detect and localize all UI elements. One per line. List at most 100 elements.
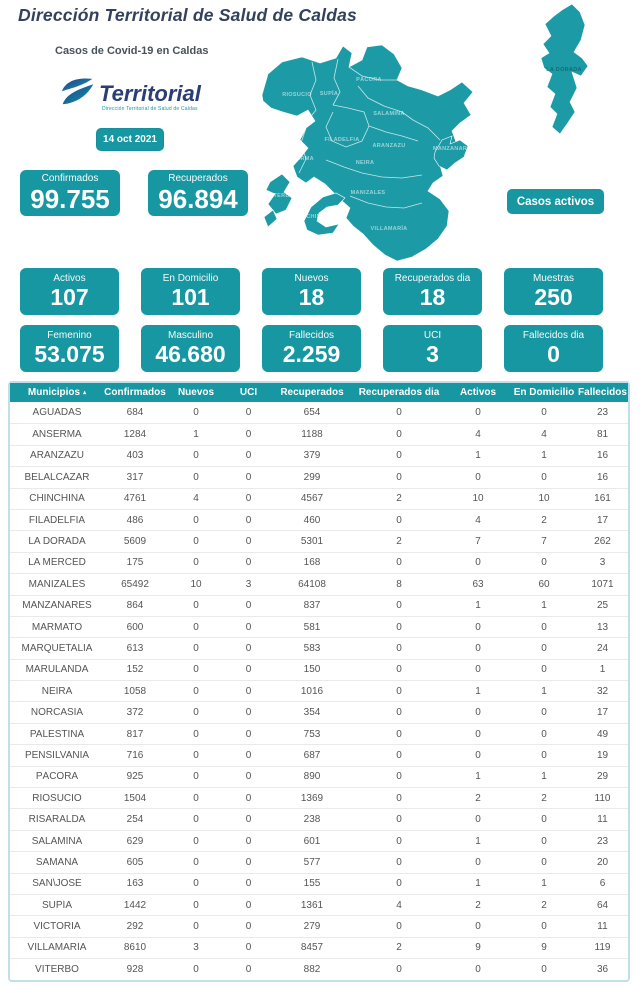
column-header-confirmados[interactable]: Confirmados (104, 387, 166, 398)
municipality-name: MANIZALES (28, 578, 86, 590)
table-row[interactable]: BELALCÁZAR 317 0 0 299 0 0 0 16 (10, 466, 628, 487)
map-label: SALAMINA (373, 111, 404, 117)
map-label: RIOSUCIO (282, 92, 312, 98)
table-cell: 0 (245, 600, 252, 612)
table-cell: 1058 (123, 685, 147, 697)
table-cell: 0 (245, 450, 252, 462)
table-header-row: Municipios ▴ Confirmados Nuevos UCI Recuperad… (10, 383, 628, 402)
stat-card-activos[interactable]: Activos 107 (20, 268, 119, 315)
table-row[interactable]: VICTORIA 292 0 0 279 0 0 0 11 (10, 915, 628, 936)
column-header-recuperados-dia[interactable]: Recuperados dia (353, 387, 445, 398)
table-row[interactable]: ARANZAZU 403 0 0 379 0 1 1 16 (10, 444, 628, 466)
stat-card-recuperados-dia[interactable]: Recuperados dia 18 (383, 268, 482, 315)
column-header-nuevos[interactable]: Nuevos (166, 387, 226, 398)
map-label: PÁCORA (356, 76, 382, 83)
table-row[interactable]: LA MERCED 175 0 0 168 0 0 0 3 (10, 551, 628, 573)
casos-activos-button[interactable]: Casos activos (507, 189, 604, 214)
map-region-sliver[interactable] (263, 209, 278, 228)
table-row[interactable]: AGUADAS 684 0 0 654 0 0 0 23 (10, 402, 628, 423)
column-header-uci[interactable]: UCI (226, 387, 271, 398)
table-cell: 0 (245, 557, 252, 569)
table-row[interactable]: NEIRA 1058 0 0 1016 0 1 1 32 (10, 680, 628, 701)
table-cell: 119 (594, 942, 611, 954)
table-cell: 11 (597, 814, 608, 826)
table-cell: 0 (193, 921, 199, 933)
table-cell: 460 (303, 514, 321, 526)
table-cell: 379 (303, 450, 321, 462)
stat-card-confirmados[interactable]: Confirmados 99.755 (20, 170, 120, 216)
column-header-fallecidos[interactable]: Fallecidos (577, 387, 628, 398)
table-cell: 581 (303, 621, 321, 633)
table-cell: 7 (541, 536, 547, 548)
table-row[interactable]: RISARALDA 254 0 0 238 0 0 0 11 (10, 808, 628, 829)
table-cell: 0 (396, 878, 402, 890)
stat-card-recuperados[interactable]: Recuperados 96.894 (148, 170, 248, 216)
table-cell: 23 (596, 407, 609, 419)
map-label: ARANZAZU (373, 143, 406, 149)
stat-card-fallecidos-dia[interactable]: Fallecidos dia 0 (504, 325, 603, 372)
stat-card-en-domicilio[interactable]: En Domicilio 101 (141, 268, 240, 315)
municipality-name: LA DORADA (28, 536, 86, 548)
map-region-manzanares[interactable] (433, 135, 469, 171)
table-cell: 1 (541, 878, 547, 890)
table-cell: 403 (126, 450, 144, 462)
table-row[interactable]: MANIZALES 65492 10 3 64108 8 63 60 1071 (10, 573, 628, 594)
table-row[interactable]: SUPÍA 1442 0 0 1361 4 2 2 64 (10, 893, 628, 915)
table-row[interactable]: MARQUETALIA 613 0 0 583 0 0 0 24 (10, 637, 628, 658)
table-row[interactable]: CHINCHINÁ 4761 4 0 4567 2 10 10 161 (10, 487, 628, 509)
table-cell: 49 (596, 728, 609, 740)
map-region-viterbo[interactable] (265, 173, 293, 215)
table-cell: 0 (475, 407, 481, 419)
table-row[interactable]: PENSILVANIA 716 0 0 687 0 0 0 19 (10, 744, 628, 765)
map-region-main[interactable] (261, 44, 474, 262)
table-row[interactable]: LA DORADA 5609 0 0 5301 2 7 7 262 (10, 530, 628, 551)
table-cell: 629 (126, 835, 144, 847)
table-row[interactable]: PÁCORA 925 0 0 890 0 1 1 29 (10, 765, 628, 787)
table-row[interactable]: VILLAMARÍA 8610 3 0 8457 2 9 9 119 (10, 936, 628, 958)
table-row[interactable]: MANZANARES 864 0 0 837 0 1 1 25 (10, 594, 628, 616)
table-cell: 0 (475, 963, 481, 975)
table-row[interactable]: FILADELFIA 486 0 0 460 0 4 2 17 (10, 508, 628, 530)
table-cell: 6 (599, 878, 606, 890)
column-header-recuperados[interactable]: Recuperados (271, 387, 353, 398)
stat-card-muestras[interactable]: Muestras 250 (504, 268, 603, 315)
table-row[interactable]: SALAMINA 629 0 0 601 0 1 0 23 (10, 829, 628, 851)
map-region-la-dorada[interactable] (540, 3, 589, 135)
table-row[interactable]: SAN\JOSÉ 163 0 0 155 0 1 1 6 (10, 872, 628, 894)
table-row[interactable]: MARULANDA 152 0 0 150 0 0 0 1 (10, 658, 628, 680)
table-row[interactable]: NORCASIA 372 0 0 354 0 0 0 17 (10, 701, 628, 722)
stat-card-nuevos[interactable]: Nuevos 18 (262, 268, 361, 315)
table-row[interactable]: PALESTINA 817 0 0 753 0 0 0 49 (10, 722, 628, 744)
summary-cards-row-1: Confirmados 99.755 Recuperados 96.894 (20, 170, 248, 216)
table-row[interactable]: ANSERMA 1284 1 0 1188 0 4 4 81 (10, 423, 628, 444)
table-cell: 0 (193, 600, 199, 612)
table-cell: 684 (126, 407, 144, 419)
column-header-en-domicilio[interactable]: En Domicilio (511, 387, 577, 398)
table-row[interactable]: SAMANÁ 605 0 0 577 0 0 0 20 (10, 851, 628, 872)
stat-card-fallecidos[interactable]: Fallecidos 2.259 (262, 325, 361, 372)
table-cell: 0 (245, 899, 252, 911)
table-cell: 16 (596, 471, 609, 483)
table-cell: 161 (594, 493, 611, 505)
page-subtitle: Casos de Covid-19 en Caldas (55, 45, 209, 57)
table-row[interactable]: RIOSUCIO 1504 0 0 1369 0 2 2 110 (10, 787, 628, 808)
stat-card-masculino[interactable]: Masculino 46.680 (141, 325, 240, 372)
table-cell: 4 (193, 493, 199, 505)
column-header-municipios[interactable]: Municipios ▴ (10, 387, 104, 398)
table-cell: 2 (396, 493, 402, 505)
table-cell: 0 (245, 921, 252, 933)
table-cell: 8610 (123, 942, 147, 954)
table-cell: 0 (193, 685, 199, 697)
stat-card-femenino[interactable]: Femenino 53.075 (20, 325, 119, 372)
map-region-chinchina[interactable] (303, 192, 346, 236)
table-cell: 0 (396, 921, 402, 933)
table-cell: 1071 (591, 578, 614, 590)
stat-card-uci[interactable]: UCI 3 (383, 325, 482, 372)
table-cell: 254 (126, 814, 144, 826)
table-row[interactable]: MARMATO 600 0 0 581 0 0 0 13 (10, 615, 628, 637)
table-cell: 0 (475, 471, 481, 483)
table-row[interactable]: VITERBO 928 0 0 882 0 0 0 36 (10, 958, 628, 979)
table-cell: 2 (396, 536, 402, 548)
column-header-activos[interactable]: Activos (445, 387, 511, 398)
table-cell: 81 (596, 429, 609, 441)
